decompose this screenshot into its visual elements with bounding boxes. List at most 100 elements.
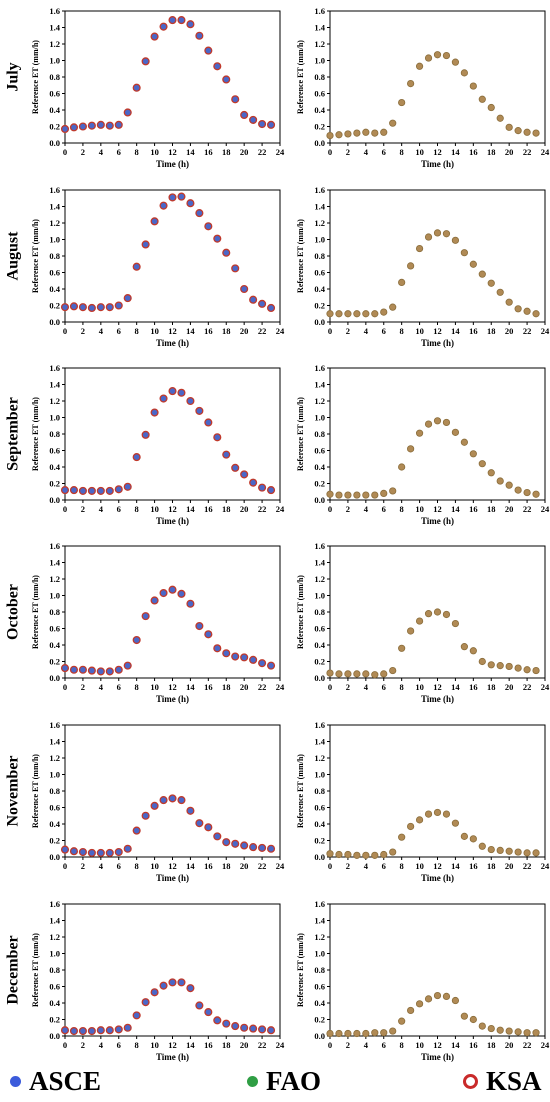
data-point	[249, 843, 258, 852]
data-point	[141, 612, 150, 621]
y-axis-label: Reference ET (mm/h)	[31, 575, 40, 649]
month-label-july: July	[5, 62, 22, 91]
data-point	[487, 845, 495, 854]
y-tick-label: 0.2	[49, 1015, 60, 1025]
data-point	[60, 1026, 70, 1035]
x-tick-label: 16	[204, 682, 213, 692]
data-point	[159, 796, 168, 805]
data-point	[222, 649, 231, 658]
x-tick-label: 20	[505, 504, 514, 514]
x-tick-label: 18	[487, 682, 496, 692]
month-label-december: December	[5, 935, 22, 1004]
data-point	[398, 833, 406, 841]
data-point	[335, 670, 343, 678]
y-tick-label: 1.0	[49, 413, 60, 423]
data-point	[433, 608, 442, 616]
plot-frame	[329, 724, 546, 858]
data-point	[150, 596, 159, 605]
x-tick-label: 22	[523, 861, 532, 871]
y-tick-label: 1.2	[49, 396, 60, 406]
x-tick-label: 24	[541, 147, 550, 157]
x-tick-label: 12	[168, 682, 177, 692]
plot-frame	[329, 367, 546, 501]
x-tick-label: 12	[168, 326, 177, 336]
x-tick-label: 22	[258, 504, 267, 514]
data-point	[326, 310, 334, 318]
data-point	[451, 58, 460, 66]
data-point	[487, 1024, 495, 1033]
x-tick-label: 2	[346, 1040, 350, 1050]
data-point	[496, 846, 504, 855]
data-point	[389, 119, 397, 127]
data-point	[505, 123, 513, 131]
data-point	[132, 826, 141, 835]
panel-july-right: 0.00.20.40.60.81.01.21.41.60 2 4 6 8 10 12 14 16…	[296, 6, 550, 169]
x-tick-label: 10	[415, 682, 424, 692]
x-tick-label: 18	[222, 326, 231, 336]
y-tick-label: 0.2	[49, 836, 60, 846]
data-point	[266, 303, 276, 313]
data-point	[195, 209, 204, 218]
x-tick-label: 24	[276, 1040, 285, 1050]
data-point	[505, 481, 513, 489]
data-point	[87, 303, 96, 313]
y-tick-label: 1.6	[49, 541, 60, 551]
data-point	[398, 278, 406, 286]
x-tick-label: 22	[523, 1040, 532, 1050]
x-tick-label: 8	[135, 326, 139, 336]
data-point	[353, 491, 361, 499]
data-point	[132, 1011, 141, 1020]
x-tick-label: 22	[258, 1040, 267, 1050]
y-tick-label: 1.6	[314, 899, 325, 909]
x-tick-label: 8	[400, 504, 404, 514]
data-point	[213, 644, 222, 653]
data-point	[451, 819, 460, 827]
data-point	[326, 1029, 334, 1038]
y-tick-label: 1.0	[49, 949, 60, 959]
x-tick-label: 4	[99, 861, 104, 871]
x-tick-label: 10	[150, 861, 159, 871]
y-tick-label: 0.6	[314, 624, 325, 634]
data-point	[326, 669, 334, 677]
data-point	[326, 490, 334, 498]
data-point	[222, 1019, 231, 1028]
x-axis-label: Time (h)	[421, 1052, 454, 1062]
x-tick-label: 16	[469, 504, 478, 514]
y-tick-label: 0.6	[314, 89, 325, 99]
data-point	[69, 665, 79, 674]
data-point	[132, 83, 141, 92]
data-point	[362, 310, 370, 318]
data-point	[442, 230, 451, 238]
y-tick-label: 0.2	[314, 479, 325, 489]
data-point	[469, 450, 477, 458]
x-tick-label: 24	[541, 504, 550, 514]
data-point	[177, 388, 186, 397]
x-tick-label: 4	[99, 682, 104, 692]
data-point	[514, 848, 522, 856]
y-tick-label: 1.4	[314, 916, 325, 926]
data-point	[69, 302, 79, 311]
x-tick-label: 18	[222, 861, 231, 871]
data-point	[123, 482, 132, 491]
legend-ksa-dot	[463, 1074, 478, 1089]
y-tick-label: 1.0	[314, 56, 325, 66]
data-point	[266, 120, 276, 129]
x-tick-label: 22	[258, 147, 267, 157]
data-point	[380, 128, 388, 136]
x-tick-label: 2	[81, 504, 85, 514]
data-point	[258, 119, 267, 129]
data-point	[496, 477, 504, 485]
data-point	[505, 847, 513, 855]
data-point	[344, 491, 352, 499]
y-axis-label: Reference ET (mm/h)	[31, 40, 40, 114]
panel-december-left: 0.00.20.40.60.81.01.21.41.60 2 4 6 8 10 12 14 16…	[31, 899, 285, 1062]
data-point	[407, 1006, 415, 1015]
x-tick-label: 14	[451, 861, 460, 871]
data-point	[231, 652, 240, 661]
y-tick-label: 0.4	[314, 284, 325, 294]
data-point	[150, 408, 159, 417]
plot-frame	[64, 903, 281, 1037]
